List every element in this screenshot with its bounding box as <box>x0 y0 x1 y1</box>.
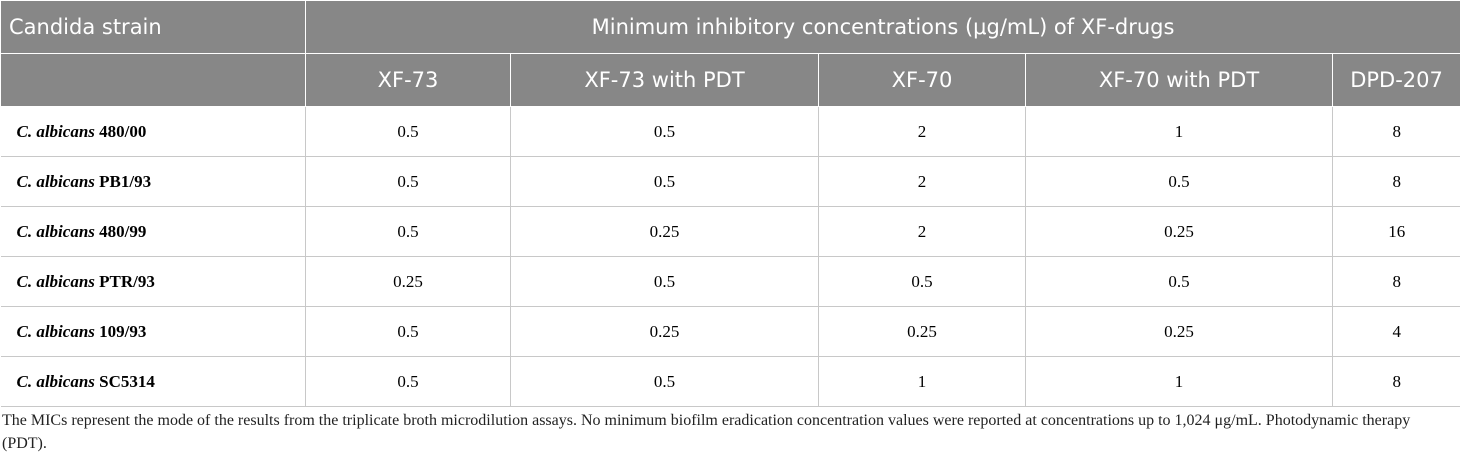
strain: PTR/93 <box>99 271 155 291</box>
value-cell: 0.5 <box>305 156 511 207</box>
row: C. albicans 480/99 0.5 0.25 2 0.25 16 <box>0 206 1460 257</box>
strain-cell: C. albicans 109/93 <box>0 306 306 357</box>
value-cell: 0.5 <box>305 206 511 257</box>
column-header: DPD-207 <box>1331 53 1460 107</box>
strain: PB1/93 <box>99 171 152 191</box>
strain: 480/99 <box>99 221 147 241</box>
value-cell: 16 <box>1332 206 1460 257</box>
species: C. albicans <box>16 121 95 141</box>
value-cell: 4 <box>1332 306 1460 357</box>
value-cell: 2 <box>818 206 1026 257</box>
column-header: XF-70 with PDT <box>1025 53 1333 107</box>
row: C. albicans 109/93 0.5 0.25 0.25 0.25 4 <box>0 306 1460 357</box>
value-cell: 0.5 <box>305 356 511 407</box>
strain-cell: C. albicans PTR/93 <box>0 256 306 307</box>
table: Candida strain Minimum inhibitory concen… <box>0 0 1460 407</box>
value-cell: 2 <box>818 156 1026 207</box>
species: C. albicans <box>16 221 95 241</box>
value-cell: 0.25 <box>305 256 511 307</box>
value-cell: 0.5 <box>510 256 819 307</box>
value-cell: 8 <box>1332 356 1460 407</box>
column-header: XF-73 with PDT <box>510 53 819 107</box>
value-cell: 0.5 <box>510 356 819 407</box>
footnote: The MICs represent the mode of the resul… <box>2 412 1411 452</box>
strain-cell: C. albicans SC5314 <box>0 356 306 407</box>
value-cell: 0.5 <box>510 156 819 207</box>
value-cell: 8 <box>1332 156 1460 207</box>
value-cell: 0.5 <box>1025 156 1333 207</box>
value-cell: 0.25 <box>818 306 1026 357</box>
strain-cell: C. albicans 480/00 <box>0 106 306 157</box>
header-group: Minimum inhibitory concentrations (μg/mL… <box>304 0 1460 54</box>
row: C. albicans 480/00 0.5 0.5 2 1 8 <box>0 106 1460 157</box>
value-cell: 0.25 <box>510 206 819 257</box>
row: C. albicans PB1/93 0.5 0.5 2 0.5 8 <box>0 156 1460 207</box>
column-header: XF-73 <box>305 53 511 107</box>
value-cell: 2 <box>818 106 1026 157</box>
value-cell: 1 <box>1025 356 1333 407</box>
column-header: XF-70 <box>818 53 1026 107</box>
value-cell: 0.5 <box>305 106 511 157</box>
strain-cell: C. albicans 480/99 <box>0 206 306 257</box>
value-cell: 0.25 <box>1025 206 1333 257</box>
value-cell: 1 <box>818 356 1026 407</box>
value-cell: 0.5 <box>510 106 819 157</box>
species: C. albicans <box>16 371 95 391</box>
species: C. albicans <box>16 271 95 291</box>
strain: 480/00 <box>99 121 147 141</box>
strain: SC5314 <box>99 371 155 391</box>
value-cell: 0.25 <box>1025 306 1333 357</box>
header-cell <box>0 53 306 107</box>
value-cell: 8 <box>1332 256 1460 307</box>
value-cell: 0.5 <box>818 256 1026 307</box>
value-cell: 1 <box>1025 106 1333 157</box>
strain-cell: C. albicans PB1/93 <box>0 156 306 207</box>
row: C. albicans PTR/93 0.25 0.5 0.5 0.5 8 <box>0 256 1460 307</box>
value-cell: 8 <box>1332 106 1460 157</box>
species: C. albicans <box>16 171 95 191</box>
strain: 109/93 <box>99 321 147 341</box>
value-cell: 0.5 <box>305 306 511 357</box>
header-cell: Candida strain <box>0 0 306 54</box>
value-cell: 0.25 <box>510 306 819 357</box>
value-cell: 0.5 <box>1025 256 1333 307</box>
species: C. albicans <box>16 321 95 341</box>
row: C. albicans SC5314 0.5 0.5 1 1 8 <box>0 356 1460 407</box>
